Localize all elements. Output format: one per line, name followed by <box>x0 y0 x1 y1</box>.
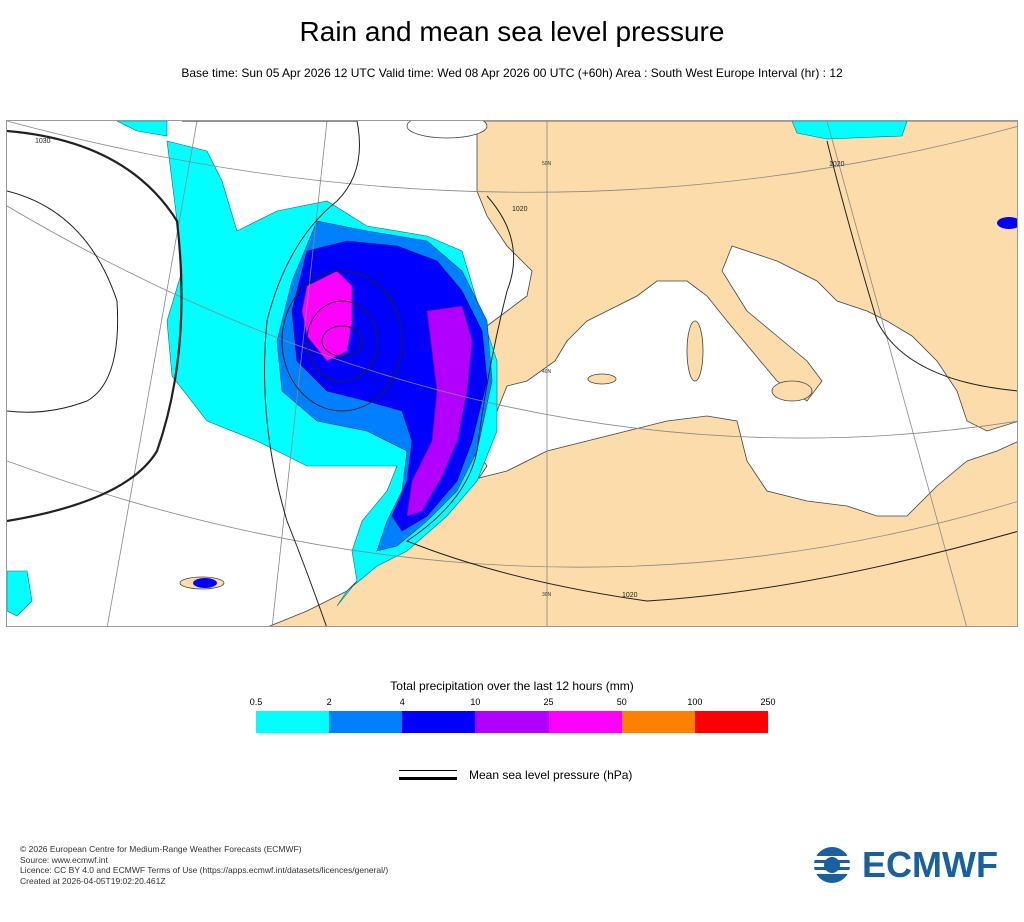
graticule-label-40n: 40N <box>542 369 552 375</box>
colorbar-bin <box>402 711 476 733</box>
isobar-1020-east <box>826 140 1017 392</box>
legend-tick: 10 <box>470 697 481 707</box>
ecmwf-logo-text: ECMWF <box>862 844 998 885</box>
graticule-label-50n: 50N <box>542 161 552 167</box>
balearic-islands <box>587 373 617 385</box>
credit-line: Licence: CC BY 4.0 and ECMWF Terms of Us… <box>20 865 389 875</box>
credit-line: © 2026 European Centre for Medium-Range … <box>20 844 302 854</box>
graticule <box>7 121 1017 626</box>
precip-layer <box>7 121 1017 617</box>
legend-tick: 250 <box>760 697 776 707</box>
isobar-label-1020-c: 1020 <box>829 161 845 168</box>
credits: © 2026 European Centre for Medium-Range … <box>20 844 388 886</box>
legend-tick: 25 <box>543 697 554 707</box>
low-ring-2 <box>306 300 378 382</box>
credit-line: Created at 2026-04-05T19:02:20.461Z <box>20 875 166 886</box>
colorbar-bin <box>475 711 549 733</box>
chart-subtitle: Base time: Sun 05 Apr 2026 12 UTC Valid … <box>181 66 843 80</box>
legend-tick: 50 <box>616 697 627 707</box>
precip-cyan-sw <box>7 570 33 617</box>
precip-blue-canaries <box>193 578 217 588</box>
precip-legend-ticks: 0.5 2 4 10 25 50 100 250 <box>250 697 776 709</box>
isobar-high <box>7 190 119 413</box>
isobar-1020 <box>405 195 1017 602</box>
isobar-1030 <box>7 129 183 523</box>
sicily <box>771 380 813 402</box>
mslp-legend-label: Mean sea level pressure (hPa) <box>469 768 633 782</box>
colorbar-bin <box>548 711 622 733</box>
precip-blue-east <box>997 217 1017 229</box>
isobar-label-1020-a: 1020 <box>512 206 528 213</box>
precip-legend-title: Total precipitation over the last 12 hou… <box>390 679 634 693</box>
isobar-label-1030: 1030 <box>35 138 51 145</box>
mslp-legend-thick-line <box>399 777 457 780</box>
chart-title: Rain and mean sea level pressure <box>299 16 725 47</box>
uk-ireland <box>406 121 488 139</box>
graticule-label-30n: 30N <box>542 592 552 598</box>
precip-cyan-north <box>116 121 168 137</box>
corsica-sardinia <box>686 320 704 382</box>
precip-cyan-east <box>791 121 908 140</box>
colorbar-bin <box>621 711 695 733</box>
low-ring-1 <box>281 270 403 412</box>
mslp-legend: Mean sea level pressure (hPa) <box>399 767 729 787</box>
legend-tick: 4 <box>399 697 405 707</box>
legend-tick: 0.5 <box>249 697 263 707</box>
precip-magenta-core <box>301 270 353 362</box>
colorbar-bin <box>256 711 330 733</box>
credit-line: Source: www.ecmwf.int <box>20 854 108 865</box>
isobar-label-1020-b: 1020 <box>622 592 638 599</box>
isobar-outer <box>182 121 360 626</box>
ecmwf-logo-icon <box>814 847 858 883</box>
colorbar-bin <box>329 711 403 733</box>
colorbar-bin <box>694 711 768 733</box>
low-center <box>321 325 363 357</box>
isobars <box>7 121 1017 626</box>
ecmwf-logo: ECMWF <box>812 845 1012 885</box>
legend-tick: 2 <box>326 697 332 707</box>
precip-purple-band <box>406 305 473 517</box>
precip-colorbar <box>256 711 768 733</box>
weather-map[interactable]: 50N 40N 30N 1030 1020 1020 1020 <box>6 120 1018 627</box>
legend-tick: 100 <box>687 697 703 707</box>
map-svg: 50N 40N 30N 1030 1020 1020 1020 <box>7 121 1017 626</box>
mslp-legend-thin-line <box>399 770 457 771</box>
